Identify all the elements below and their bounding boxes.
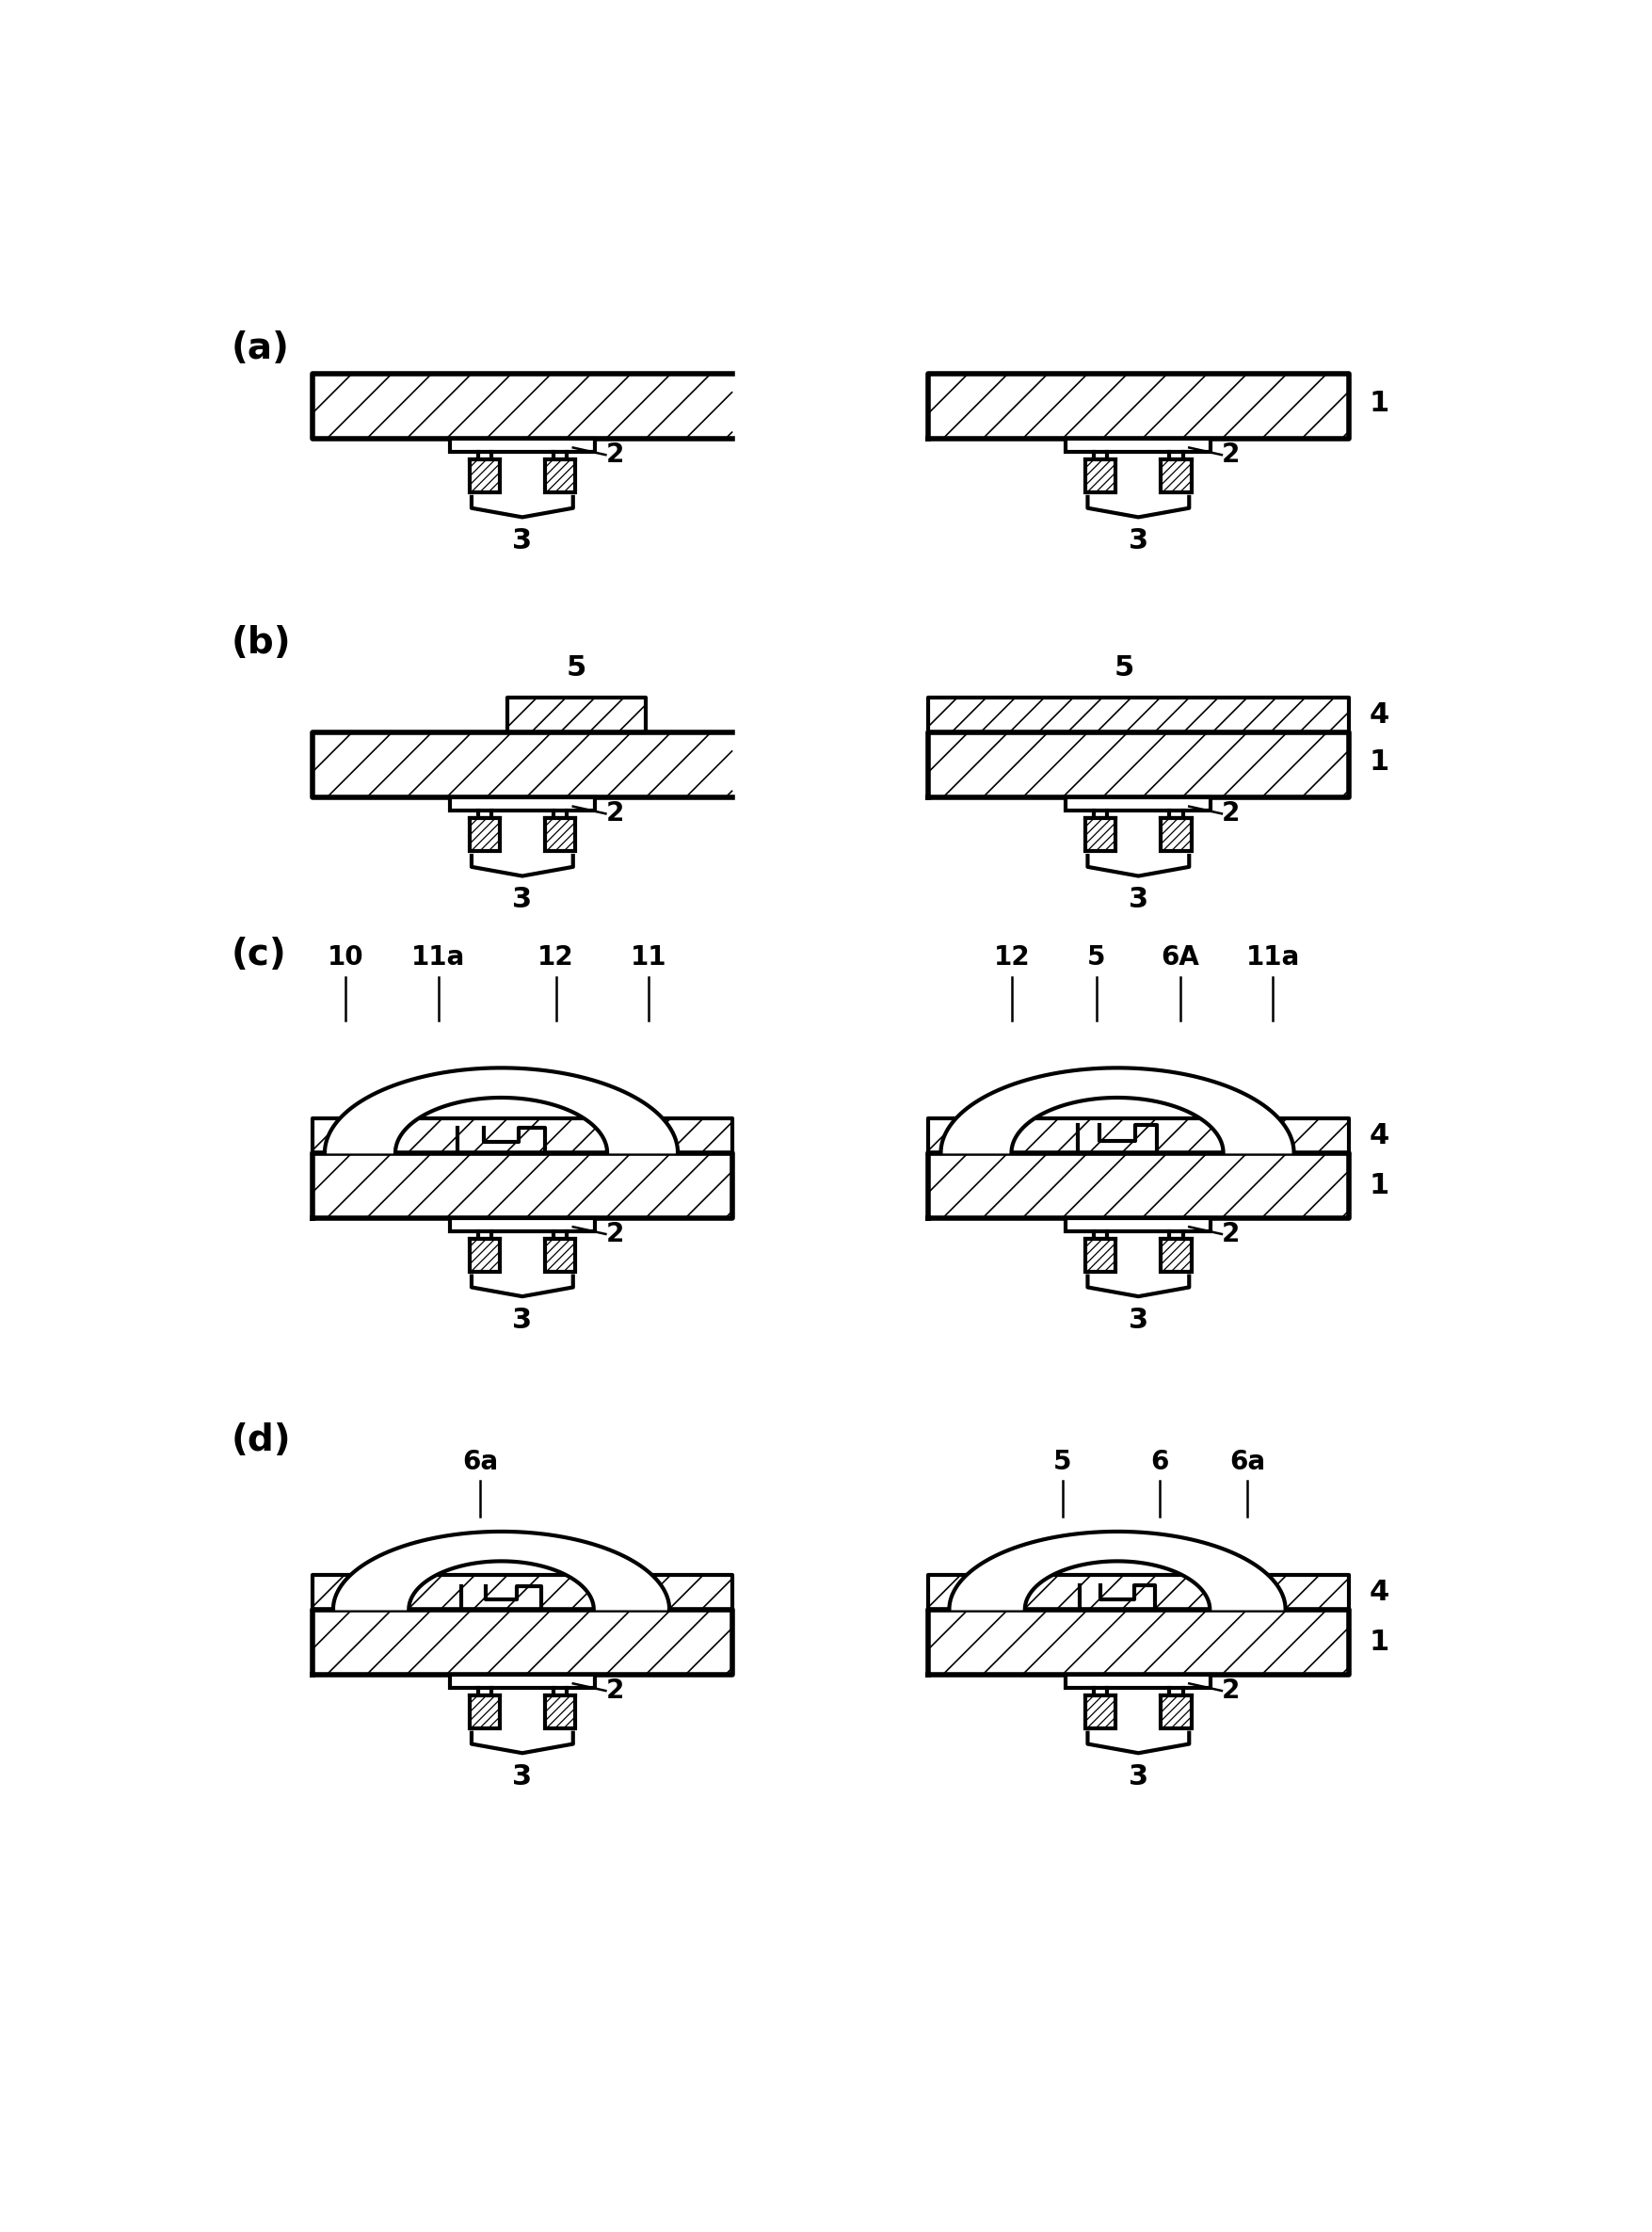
Bar xyxy=(469,817,501,850)
Text: 3: 3 xyxy=(1128,886,1148,913)
Text: 11a: 11a xyxy=(411,944,466,971)
Bar xyxy=(449,1674,595,1687)
Bar xyxy=(1085,1694,1115,1728)
Polygon shape xyxy=(950,1531,1285,1609)
Text: 1: 1 xyxy=(1370,388,1389,417)
Text: 5: 5 xyxy=(567,654,586,681)
Text: 6A: 6A xyxy=(1161,944,1199,971)
Bar xyxy=(1085,460,1115,493)
Text: 6a: 6a xyxy=(463,1449,499,1475)
Bar xyxy=(545,1239,575,1272)
Text: 5: 5 xyxy=(1087,944,1105,971)
Text: 6a: 6a xyxy=(1229,1449,1265,1475)
Text: 4: 4 xyxy=(1370,701,1389,728)
Text: 4: 4 xyxy=(1370,1578,1389,1605)
Bar xyxy=(545,460,575,493)
Text: (b): (b) xyxy=(231,625,291,661)
Bar xyxy=(312,1154,732,1219)
Bar xyxy=(1161,1239,1191,1272)
Bar xyxy=(1161,460,1191,493)
Text: 3: 3 xyxy=(1128,1306,1148,1335)
Text: 12: 12 xyxy=(995,944,1031,971)
Text: 10: 10 xyxy=(327,944,363,971)
Polygon shape xyxy=(940,1067,1294,1154)
Text: 3: 3 xyxy=(512,527,532,554)
Text: 6: 6 xyxy=(1150,1449,1168,1475)
Bar xyxy=(507,699,646,732)
Text: 11: 11 xyxy=(631,944,666,971)
Bar xyxy=(1066,797,1211,810)
Text: 2: 2 xyxy=(1222,1678,1241,1703)
Bar xyxy=(1085,817,1115,850)
Text: 3: 3 xyxy=(1128,527,1148,554)
Bar xyxy=(1085,1239,1115,1272)
Text: 1: 1 xyxy=(1370,748,1389,775)
Bar xyxy=(1161,1694,1191,1728)
Bar xyxy=(928,1154,1348,1219)
Text: 3: 3 xyxy=(512,1763,532,1790)
Bar xyxy=(928,732,1348,797)
Bar xyxy=(545,1694,575,1728)
Bar xyxy=(928,1609,1348,1674)
Text: (d): (d) xyxy=(231,1422,291,1457)
Bar xyxy=(312,1609,732,1674)
Text: 2: 2 xyxy=(1222,1221,1241,1248)
Bar xyxy=(449,440,595,451)
Bar xyxy=(449,797,595,810)
Bar xyxy=(469,460,501,493)
Bar xyxy=(312,1576,732,1609)
Bar xyxy=(1066,440,1211,451)
Text: 12: 12 xyxy=(539,944,575,971)
Text: 11a: 11a xyxy=(1246,944,1300,971)
Text: 3: 3 xyxy=(512,886,532,913)
Bar xyxy=(1161,817,1191,850)
Bar xyxy=(928,1576,1348,1609)
Bar xyxy=(545,817,575,850)
Bar xyxy=(469,1694,501,1728)
Text: 4: 4 xyxy=(1370,1123,1389,1149)
Text: 2: 2 xyxy=(606,801,624,826)
Text: 2: 2 xyxy=(606,1221,624,1248)
Text: 5: 5 xyxy=(1113,654,1133,681)
Text: 2: 2 xyxy=(606,442,624,469)
Polygon shape xyxy=(325,1067,677,1154)
Text: 1: 1 xyxy=(1370,1629,1389,1656)
Bar xyxy=(312,1118,732,1154)
Text: (a): (a) xyxy=(231,330,289,366)
Bar xyxy=(928,1118,1348,1154)
Text: 3: 3 xyxy=(1128,1763,1148,1790)
Polygon shape xyxy=(334,1531,669,1609)
Text: 1: 1 xyxy=(1370,1172,1389,1199)
Text: 2: 2 xyxy=(1222,801,1241,826)
Bar xyxy=(1066,1219,1211,1232)
Bar xyxy=(928,373,1348,440)
Bar xyxy=(449,1219,595,1232)
Bar xyxy=(1066,1674,1211,1687)
Bar xyxy=(312,732,732,797)
Text: 2: 2 xyxy=(1222,442,1241,469)
Bar xyxy=(469,1239,501,1272)
Bar xyxy=(928,699,1348,732)
Bar xyxy=(312,373,732,440)
Text: 3: 3 xyxy=(512,1306,532,1335)
Text: 2: 2 xyxy=(606,1678,624,1703)
Text: 5: 5 xyxy=(1054,1449,1072,1475)
Text: (c): (c) xyxy=(231,937,286,973)
